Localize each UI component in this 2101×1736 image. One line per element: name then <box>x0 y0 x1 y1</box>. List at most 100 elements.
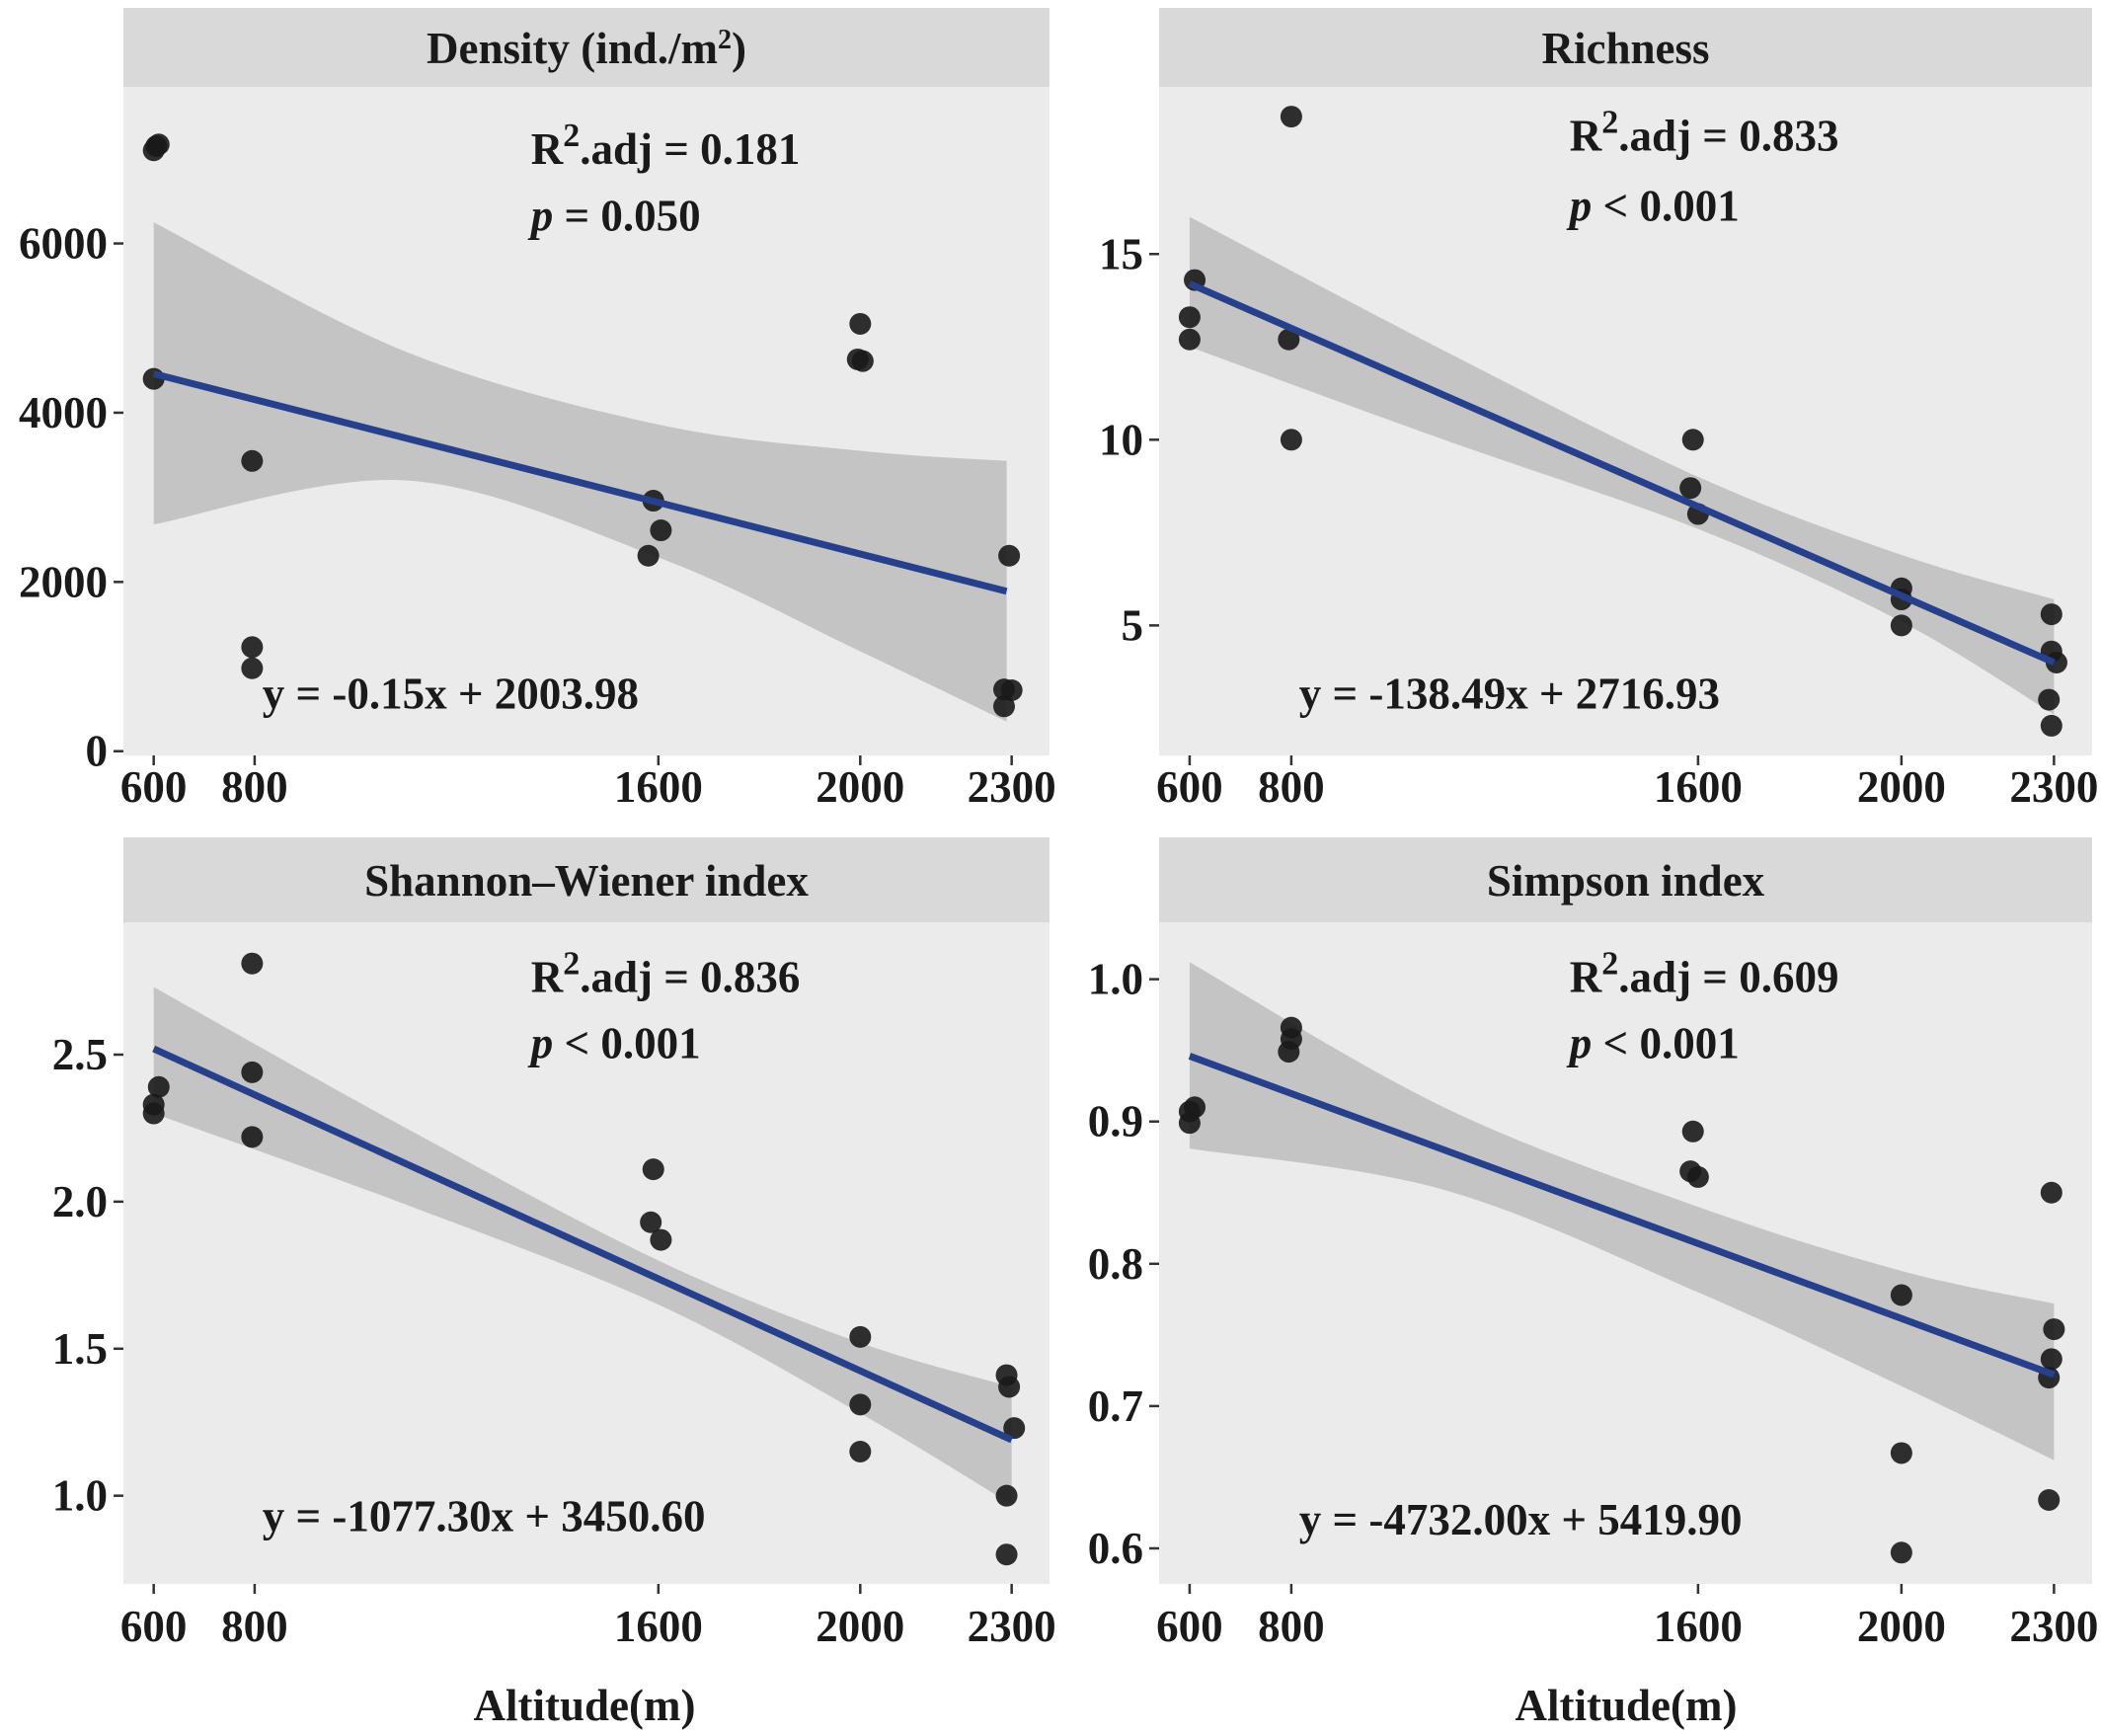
data-point <box>2040 1181 2062 1204</box>
data-point <box>849 1441 872 1462</box>
data-point <box>1278 1041 1300 1064</box>
x-tick-label: 1600 <box>1654 1602 1743 1651</box>
panel-title-main: Density (ind./m <box>427 24 718 73</box>
p-symbol: p <box>527 1018 554 1067</box>
x-tick-label: 2000 <box>816 1602 904 1651</box>
data-point <box>1278 328 1300 351</box>
r2-label: R <box>1570 111 1602 160</box>
x-tick-label: 800 <box>221 1602 288 1651</box>
r2-annotation: R2.adj = 0.181 <box>531 117 801 174</box>
data-point <box>995 1484 1018 1507</box>
y-tick-label: 4000 <box>19 388 108 437</box>
data-point <box>147 1075 170 1098</box>
data-point <box>241 952 264 975</box>
p-annotation: p < 0.001 <box>527 1018 701 1067</box>
data-point <box>1178 328 1201 351</box>
y-tick-label: 0.8 <box>1088 1239 1143 1289</box>
x-tick-label: 600 <box>1156 762 1223 812</box>
p-annotation: p = 0.050 <box>527 192 701 241</box>
data-point <box>1890 1284 1912 1306</box>
data-point <box>241 1061 264 1083</box>
data-point <box>998 1376 1021 1398</box>
y-tick-label: 1.0 <box>52 1471 108 1521</box>
x-tick-label: 2000 <box>1857 762 1946 812</box>
data-point <box>849 1393 872 1416</box>
p-value: < 0.001 <box>1592 1018 1739 1067</box>
panel-title: Density (ind./m2) <box>427 24 746 73</box>
data-point <box>2040 1348 2062 1371</box>
plot-area <box>1178 106 2067 737</box>
plot-area <box>142 952 1026 1566</box>
y-tick-label: 1.0 <box>1088 955 1143 1004</box>
data-point <box>2038 1488 2061 1511</box>
data-point <box>1280 106 1302 128</box>
data-point <box>992 695 1015 718</box>
panel-title: Shannon–Wiener index <box>364 856 809 906</box>
r2-annotation: R2.adj = 0.609 <box>1570 945 1839 1002</box>
y-tick-label: 0 <box>86 727 109 776</box>
x-tick-label: 800 <box>1258 1602 1325 1651</box>
data-point <box>642 1158 664 1181</box>
panel-2: Richness 600 800 1600 2000 2300 5 10 15 R2.adj = … <box>1099 8 2098 812</box>
confidence-band <box>153 222 1007 722</box>
data-point <box>1681 1120 1704 1143</box>
y-tick-label: 0.7 <box>1088 1381 1143 1431</box>
data-point <box>2040 714 2062 737</box>
data-point <box>1003 1417 1026 1440</box>
x-tick-label: 2000 <box>816 762 904 812</box>
p-symbol: p <box>527 192 554 241</box>
r2-label: R <box>531 124 564 174</box>
r2-value: .adj = 0.181 <box>580 124 800 174</box>
r2-sup: 2 <box>1601 104 1618 140</box>
r2-value: .adj = 0.836 <box>580 952 800 1001</box>
panel-title-main: Richness <box>1541 24 1709 73</box>
p-value: < 0.001 <box>553 1018 700 1067</box>
x-tick-label: 2300 <box>2009 762 2098 812</box>
plot-bg <box>1159 87 2092 755</box>
r2-label: R <box>1570 952 1602 1001</box>
plot-area <box>1178 962 2065 1564</box>
x-tick-label: 2300 <box>968 762 1056 812</box>
data-point <box>2038 688 2061 711</box>
confidence-band <box>1189 962 2055 1460</box>
data-point <box>849 312 872 335</box>
data-point <box>995 1543 1018 1566</box>
strip-bg <box>1159 8 2092 87</box>
panel-3: Shannon–Wiener index 600 800 1600 2000 2300 1.… <box>52 837 1056 1651</box>
r2-sup: 2 <box>563 117 580 153</box>
panel-title: Simpson index <box>1487 856 1765 906</box>
x-tick-label: 1600 <box>614 1602 703 1651</box>
confidence-band <box>1189 216 2055 715</box>
x-tick-label: 600 <box>120 762 188 812</box>
p-annotation: p < 0.001 <box>1566 181 1740 230</box>
data-point <box>241 449 264 472</box>
x-tick-label: 1600 <box>1654 762 1743 812</box>
r2-annotation: R2.adj = 0.836 <box>531 945 801 1002</box>
y-tick-label: 2.5 <box>52 1030 108 1079</box>
data-point <box>142 1102 165 1125</box>
x-tick-label: 2300 <box>2009 1602 2098 1651</box>
data-point <box>851 350 874 372</box>
r2-value: .adj = 0.609 <box>1618 952 1838 1001</box>
p-symbol: p <box>1566 181 1593 230</box>
panel-title-main: Simpson index <box>1487 856 1765 906</box>
data-point <box>1890 1442 1912 1464</box>
panel-1: Density (ind./m2)600 800 1600 2000 230002000… <box>19 8 1056 812</box>
regression-equation: y = -0.15x + 2003.98 <box>263 670 639 719</box>
data-point <box>650 519 672 542</box>
data-point <box>241 636 264 659</box>
r2-annotation: R2.adj = 0.833 <box>1570 104 1839 161</box>
plot-area <box>142 133 1023 722</box>
y-tick-label: 6000 <box>19 219 108 269</box>
data-point <box>650 1228 672 1251</box>
data-point <box>1890 1541 1912 1564</box>
data-point <box>2043 1318 2065 1341</box>
y-tick-label: 15 <box>1099 229 1143 278</box>
data-point <box>241 657 264 679</box>
regression-equation: y = -4732.00x + 5419.90 <box>1299 1495 1743 1544</box>
p-annotation: p < 0.001 <box>1566 1018 1740 1067</box>
panel-title-main: Shannon–Wiener index <box>364 856 809 906</box>
data-point <box>1178 1112 1201 1135</box>
data-point <box>849 1325 872 1348</box>
